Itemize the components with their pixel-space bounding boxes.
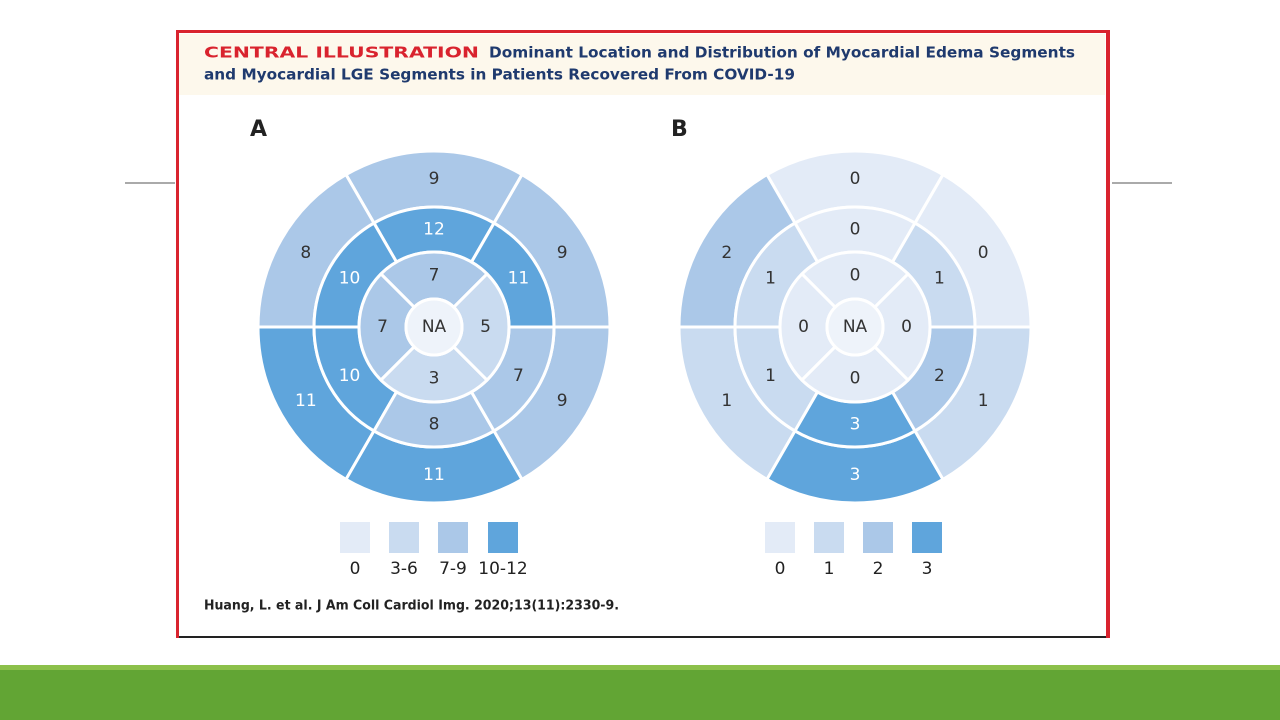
legend-label: 10-12 [478,559,527,579]
segment-value: 11 [295,391,317,411]
legend-swatch [389,522,419,553]
panel-label: A [250,117,267,142]
segment-value: 2 [934,366,945,386]
segment-value: 3 [850,465,861,485]
apex-value: NA [843,317,868,337]
segment-value: 2 [721,243,732,263]
legend-label: 7-9 [439,559,467,579]
legend-label: 1 [824,559,835,579]
segment-value: 7 [429,266,440,286]
legend-label: 2 [873,559,884,579]
header-title: Dominant Location and Distribution of My… [489,44,1075,62]
segment-value: 9 [429,169,440,189]
segment-value: 1 [934,268,945,288]
segment-value: 5 [480,317,491,337]
legend-swatch [912,522,942,553]
legend-swatch [438,522,468,553]
header-label: CENTRAL ILLUSTRATION [204,44,479,62]
segment-value: 0 [850,266,861,286]
panel-label: B [671,117,688,142]
segment-value: 7 [377,317,388,337]
footer-bar [0,665,1280,720]
segment-value: 3 [429,369,440,389]
frame-bottom [179,636,1106,638]
legend-swatch [863,522,893,553]
frame-top [176,30,1110,33]
segment-value: 12 [423,220,445,240]
segment-value: 0 [850,169,861,189]
footer-stripe [0,665,1280,670]
frame-right [1106,30,1110,638]
frame-left [176,30,179,638]
apex [825,297,885,357]
apex-value: NA [422,317,447,337]
segment-value: 0 [978,243,989,263]
segment-value: 1 [721,391,732,411]
legend-label: 0 [350,559,361,579]
segment-value: 0 [850,369,861,389]
legend-label: 3 [922,559,933,579]
segment-value: 8 [429,415,440,435]
segment-value: 3 [850,415,861,435]
segment-value: 11 [508,268,530,288]
segment-value: 10 [339,366,361,386]
segment-value: 0 [850,220,861,240]
legend-swatch [814,522,844,553]
legend-swatch [340,522,370,553]
header-band [179,34,1105,95]
segment-value: 7 [513,366,524,386]
segment-value: 1 [765,268,776,288]
segment-value: 0 [798,317,809,337]
segment-value: 0 [901,317,912,337]
segment-value: 1 [765,366,776,386]
segment-value: 10 [339,268,361,288]
citation: Huang, L. et al. J Am Coll Cardiol Img. … [204,599,619,614]
segment-value: 11 [423,465,445,485]
apex [404,297,464,357]
segment-value: 1 [978,391,989,411]
legend-label: 3-6 [390,559,418,579]
legend-swatch [765,522,795,553]
header-title: and Myocardial LGE Segments in Patients … [204,66,795,84]
segment-value: 9 [557,243,568,263]
segment-value: 8 [300,243,311,263]
legend-swatch [488,522,518,553]
segment-value: 9 [557,391,568,411]
legend-label: 0 [775,559,786,579]
